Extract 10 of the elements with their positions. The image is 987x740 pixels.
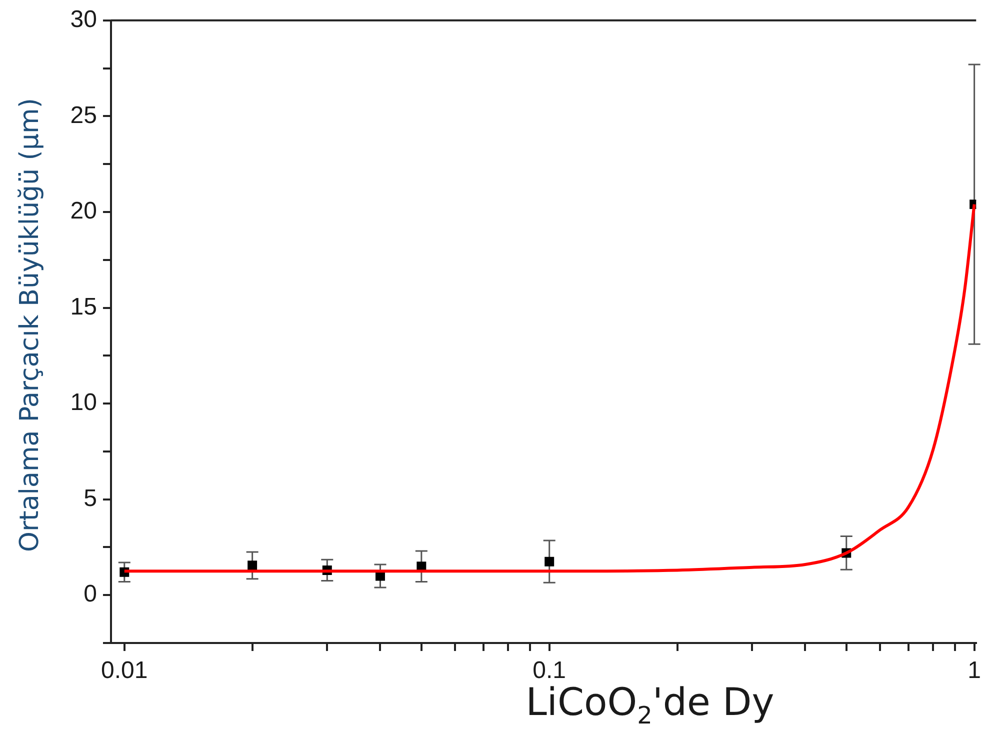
x-tick-label: 1 bbox=[968, 657, 981, 684]
y-tick-label: 20 bbox=[70, 198, 97, 225]
y-axis-title: Ortalama Parçacık Büyüklüğü (µm) bbox=[15, 97, 45, 554]
y-tick-label: 0 bbox=[84, 580, 97, 608]
y-tick-label: 15 bbox=[70, 293, 97, 320]
x-tick-label: 0.01 bbox=[101, 657, 148, 684]
y-tick-label: 30 bbox=[70, 6, 97, 34]
y-tick-label: 5 bbox=[84, 484, 97, 512]
y-tick-label: 25 bbox=[70, 102, 97, 129]
y-tick-label: 10 bbox=[70, 389, 97, 416]
